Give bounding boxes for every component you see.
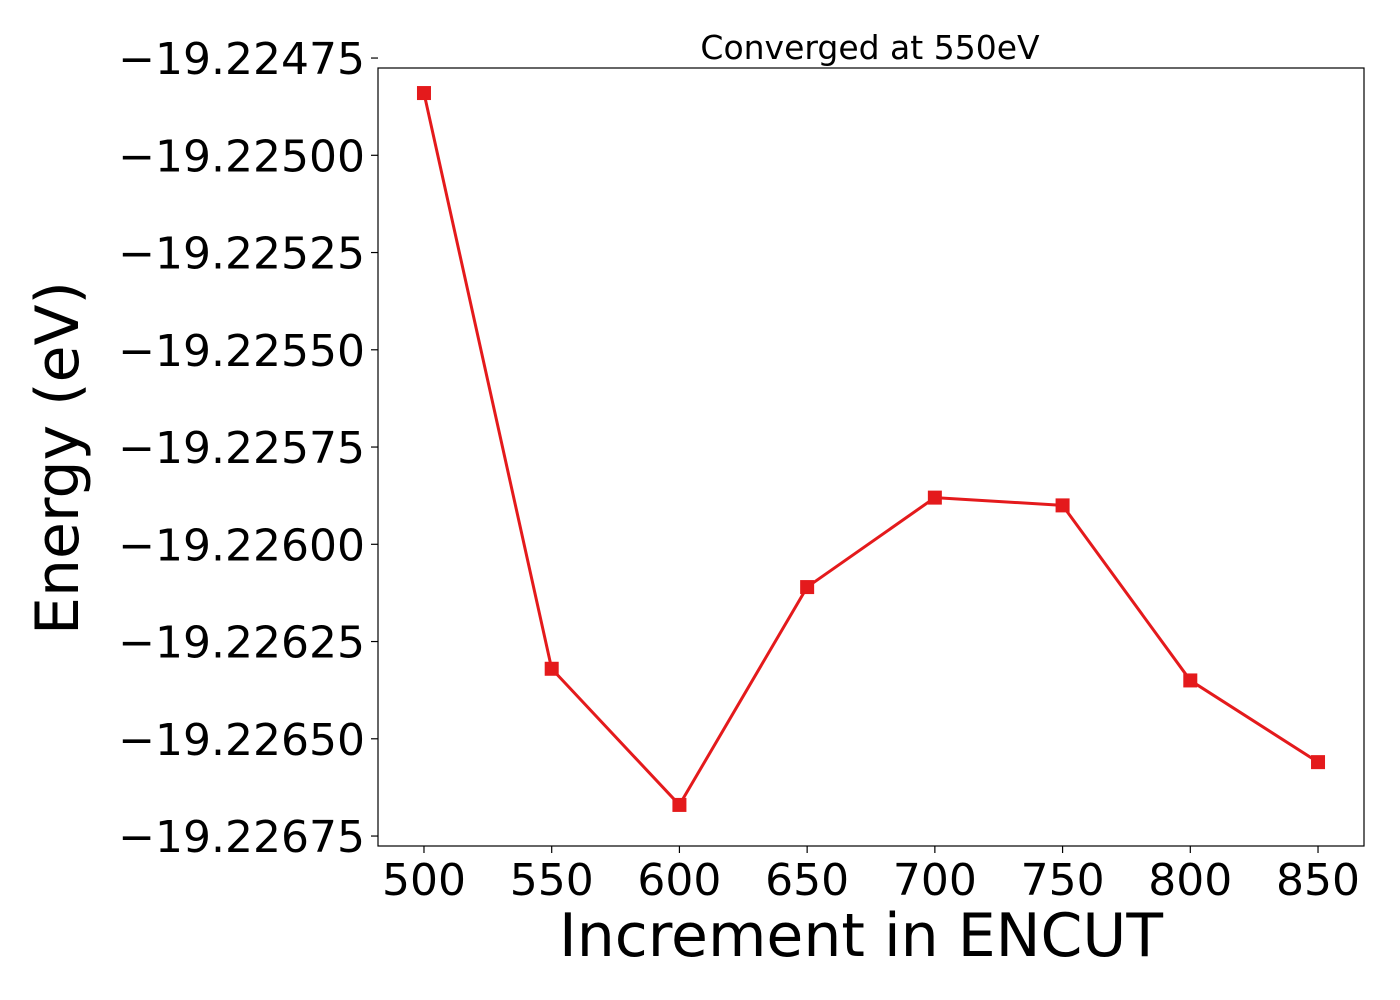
data-point [800, 580, 815, 595]
y-tick-label: −19.22500 [118, 131, 365, 182]
y-tick-label: −19.22625 [118, 618, 365, 669]
data-point [1183, 673, 1198, 688]
data-point [672, 797, 687, 812]
y-tick-label: −19.22600 [118, 520, 365, 571]
x-tick-label: 800 [1148, 855, 1232, 906]
x-tick-label: 600 [637, 855, 721, 906]
x-tick-label: 550 [510, 855, 594, 906]
y-tick-label: −19.22475 [118, 34, 365, 85]
y-axis-title: Energy (eV) [23, 281, 93, 635]
y-tick-label: −19.22650 [118, 715, 365, 766]
x-axis-title: Increment in ENCUT [559, 901, 1163, 971]
x-tick-label: 700 [893, 855, 977, 906]
series-line [422, 92, 1319, 807]
x-tick-label: 750 [1021, 855, 1105, 906]
data-point [927, 490, 942, 505]
y-tick-label: −19.22575 [118, 423, 365, 474]
x-tick-label: 850 [1276, 855, 1360, 906]
data-point [1311, 755, 1326, 770]
data-point [544, 661, 559, 676]
y-tick-label: −19.22525 [118, 229, 365, 280]
y-tick-label: −19.22675 [118, 812, 365, 863]
plot-frame [377, 67, 1365, 847]
data-point [416, 86, 431, 101]
data-point [1055, 498, 1070, 513]
x-tick-label: 650 [765, 855, 849, 906]
y-tick-label: −19.22550 [118, 326, 365, 377]
chart-title: Converged at 550eV [700, 28, 1040, 67]
plot-area: 500 550 600 650 700 750 800 850 −19.22475 −19.225… [118, 34, 1365, 906]
x-tick-label: 500 [382, 855, 466, 906]
